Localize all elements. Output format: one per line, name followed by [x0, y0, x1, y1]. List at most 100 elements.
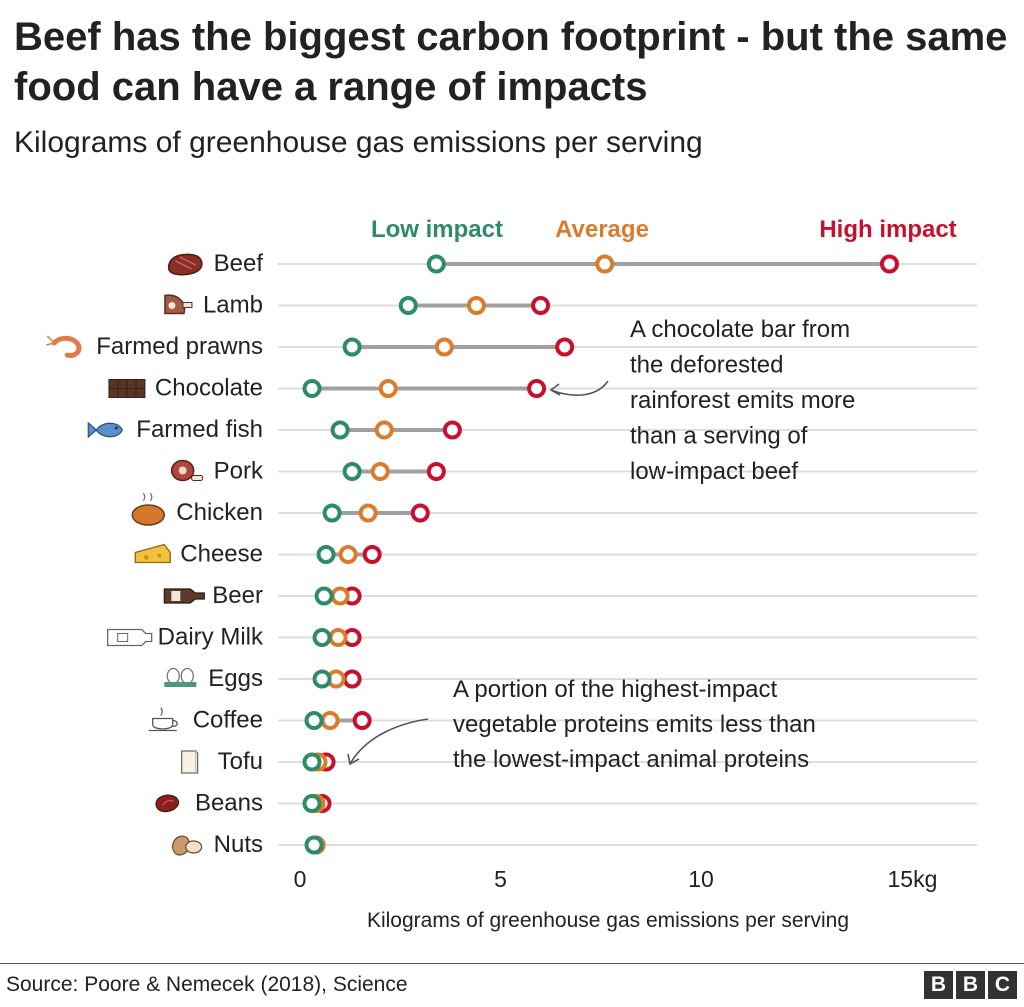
point-high [352, 711, 372, 730]
eggs-icon [164, 667, 197, 687]
point-high [527, 379, 547, 398]
category-label: Beans [195, 790, 263, 817]
point-average [374, 420, 394, 440]
cheese-icon [134, 543, 171, 564]
chart-title: Beef has the biggest carbon footprint - … [14, 15, 1008, 109]
beer-bottle-icon [163, 588, 205, 604]
point-low [302, 794, 322, 813]
point-average [466, 296, 486, 315]
ham-icon [170, 459, 204, 482]
bbc-logo-letter: B [924, 971, 953, 999]
category-label: Dairy Milk [158, 624, 264, 651]
point-low [314, 586, 334, 606]
category-label: Pork [214, 458, 264, 485]
bbc-logo-letter: B [956, 971, 985, 999]
x-tick-label: 10 [688, 866, 714, 892]
point-high [442, 420, 462, 440]
point-low [304, 835, 324, 855]
bbc-logo: B B C [924, 971, 1017, 999]
point-high [342, 669, 362, 689]
point-high [410, 503, 430, 523]
point-low [330, 420, 350, 440]
footer-divider [0, 963, 1024, 964]
point-high [555, 337, 575, 357]
point-high [879, 254, 899, 274]
point-low [342, 337, 362, 357]
x-axis-ticks: 0 5 10 15kg [294, 866, 938, 892]
annotation-arrow [550, 380, 609, 396]
category-label: Nuts [214, 831, 263, 858]
prawn-icon [46, 335, 82, 358]
category-label: Cheese [180, 541, 263, 568]
emissions-dot-range-chart: Beef Lamb Farmed prawns Chocolate Farmed fis… [46, 216, 977, 932]
category-label: Chicken [176, 499, 263, 526]
annotation-arrowhead [549, 383, 561, 396]
roast-chicken-icon [131, 492, 166, 526]
tofu-icon [180, 750, 199, 774]
point-average [370, 462, 390, 481]
x-tick-label: 0 [294, 866, 307, 892]
category-label: Tofu [218, 748, 263, 775]
source-credit: Source: Poore & Nemecek (2018), Science [6, 973, 408, 996]
annotation-arrow [349, 718, 429, 765]
point-low [316, 545, 336, 564]
chart-subtitle: Kilograms of greenhouse gas emissions pe… [14, 126, 703, 159]
point-low [398, 296, 418, 315]
point-high [531, 296, 551, 315]
milk-bottle-icon [107, 628, 153, 647]
annotation-line: low-impact beef [630, 458, 798, 485]
category-label: Beer [212, 582, 263, 609]
annotation-line: A chocolate bar from [630, 316, 850, 343]
category-label: Beef [214, 250, 264, 277]
point-average [378, 379, 398, 398]
legend-item-average: Average [555, 216, 649, 243]
annotations: A chocolate bar from the deforested rainfo… [347, 316, 855, 773]
data-points [302, 254, 899, 855]
category-labels: Beef Lamb Farmed prawns Chocolate Farmed fis… [96, 250, 264, 858]
annotation-text: A portion of the highest-impact vegetable… [453, 676, 816, 773]
category-label: Lamb [203, 292, 263, 319]
point-average [595, 254, 615, 274]
point-low [426, 254, 446, 274]
category-label: Coffee [193, 707, 263, 734]
category-label: Farmed prawns [96, 333, 263, 360]
point-low [322, 503, 342, 523]
point-low [302, 379, 322, 398]
annotation-text: A chocolate bar from the deforested rainfo… [630, 316, 855, 485]
point-average [328, 628, 348, 647]
chocolate-bar-icon [108, 379, 146, 398]
lamb-leg-icon [164, 294, 193, 315]
steak-icon [167, 253, 203, 276]
category-label: Farmed fish [136, 416, 263, 443]
point-high [426, 462, 446, 481]
annotation-line: the lowest-impact animal proteins [453, 746, 809, 773]
point-low [342, 462, 362, 481]
legend-item-high: High impact [819, 216, 956, 243]
point-low [302, 752, 322, 772]
annotation-line: vegetable proteins emits less than [453, 711, 816, 738]
point-average [434, 337, 454, 357]
legend: Low impact Average High impact [371, 216, 957, 243]
category-label: Chocolate [155, 375, 263, 402]
x-tick-label: 15kg [888, 866, 938, 892]
food-icons [46, 253, 205, 856]
point-average [358, 503, 378, 523]
point-low [312, 669, 332, 689]
legend-item-low: Low impact [371, 216, 503, 243]
bean-icon [155, 794, 180, 813]
point-average [338, 545, 358, 564]
point-low [304, 711, 324, 730]
x-axis-title: Kilograms of greenhouse gas emissions pe… [367, 909, 849, 932]
point-low [312, 628, 332, 647]
annotation-line: the deforested [630, 352, 783, 379]
annotation-line: A portion of the highest-impact [453, 676, 778, 703]
point-average [320, 711, 340, 730]
coffee-cup-icon [148, 707, 178, 732]
annotation-arrowhead [347, 753, 360, 766]
x-tick-label: 5 [494, 866, 507, 892]
bbc-logo-letter: C [988, 971, 1017, 999]
annotation-line: than a serving of [630, 423, 808, 450]
annotation-line: rainforest emits more [630, 387, 855, 414]
category-label: Eggs [208, 665, 263, 692]
nuts-icon [172, 835, 203, 856]
